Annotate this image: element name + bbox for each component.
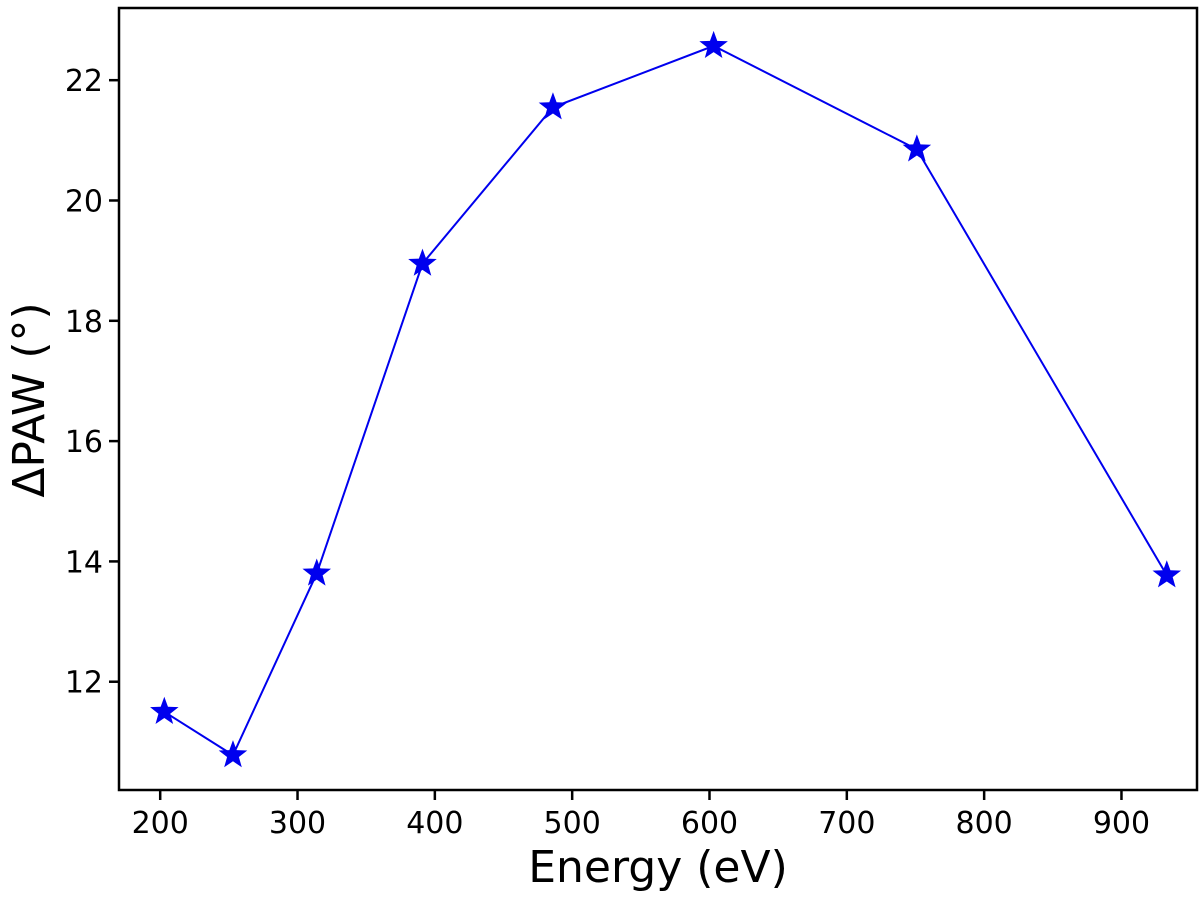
series-line — [163, 44, 1168, 757]
plot-frame — [117, 6, 1199, 792]
y-tick-label: 16 — [65, 425, 103, 460]
x-tick-label: 500 — [544, 806, 601, 841]
x-tick-label: 700 — [818, 806, 875, 841]
data-point-star — [408, 248, 437, 276]
x-tick-label: 200 — [132, 806, 189, 841]
data-point-star — [218, 740, 248, 768]
y-axis-title: ΔPAW (°) — [4, 302, 55, 497]
y-tick-label: 14 — [65, 545, 103, 580]
y-tick-label: 18 — [65, 305, 103, 340]
x-tick-label: 600 — [681, 806, 738, 841]
x-tick-label: 900 — [1093, 806, 1150, 841]
data-point-star — [1152, 560, 1182, 588]
x-tick-label: 400 — [406, 806, 463, 841]
data-point-star — [902, 134, 932, 162]
y-tick-label: 12 — [65, 666, 103, 701]
data-point-star — [150, 696, 179, 724]
data-point-star — [538, 92, 568, 120]
x-axis: 200 300 400 500 600 700 800 900 — [132, 790, 1150, 841]
x-axis-title: Energy (eV) — [528, 842, 788, 893]
y-axis: 12 14 16 18 20 22 — [65, 64, 119, 701]
x-tick-label: 800 — [956, 806, 1013, 841]
data-point-star — [302, 558, 332, 586]
y-tick-label: 22 — [65, 64, 103, 99]
data-point-star — [699, 30, 728, 59]
x-tick-label: 300 — [269, 806, 326, 841]
y-tick-label: 20 — [65, 184, 103, 219]
plot-area — [117, 6, 1199, 792]
